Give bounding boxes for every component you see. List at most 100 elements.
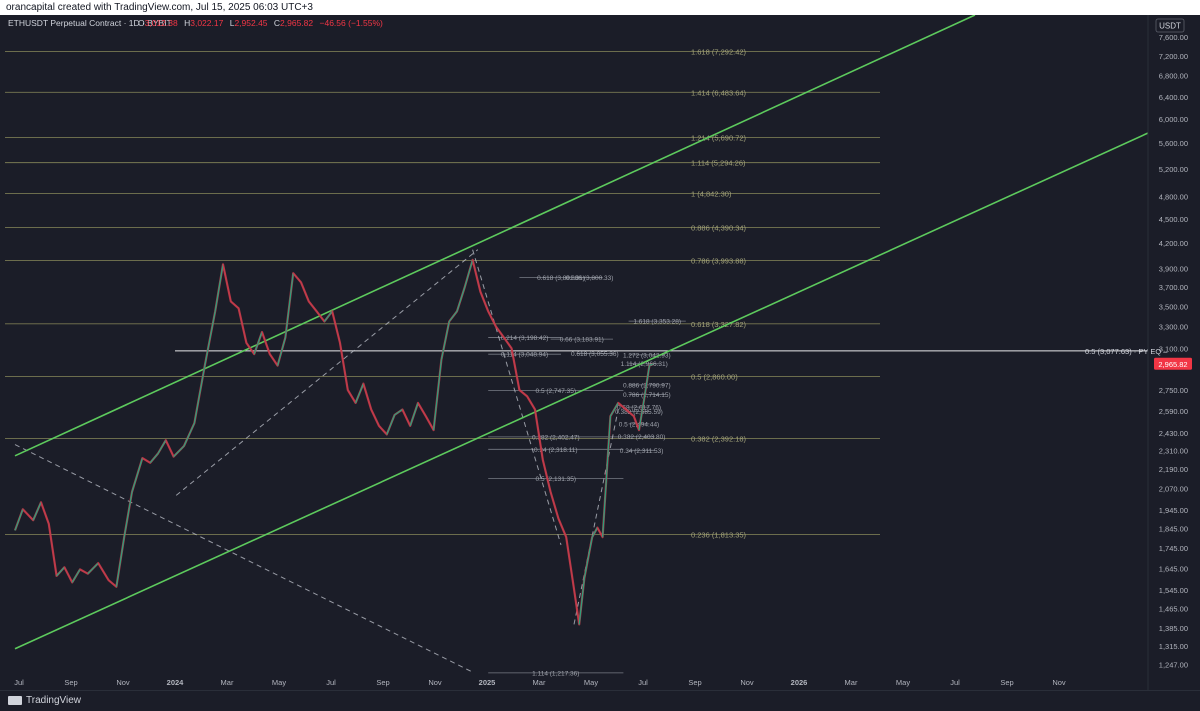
legend-open-label: O xyxy=(138,18,145,28)
price-segment-down xyxy=(534,409,544,460)
fib-level-label: 1.114 (5,294.26) xyxy=(691,159,746,168)
fib-level-label: 0.786 (3,993.88) xyxy=(691,256,747,265)
fib-inner-label: 1.114 (1,217.36) xyxy=(532,670,579,677)
price-tick-label: 6,400.00 xyxy=(1159,93,1188,102)
price-segment-up xyxy=(456,286,466,312)
price-segment-up xyxy=(448,310,458,322)
price-axis[interactable]: 7,600.00 7,200.00 6,800.00 6,400.00 6,000.00… xyxy=(1159,33,1188,669)
time-axis[interactable]: Jul Sep Nov 2024 Mar May Jul Sep Nov 2025 Mar May Ju… xyxy=(14,678,1066,687)
time-tick-label: Jul xyxy=(950,678,960,687)
price-segment-up xyxy=(253,331,263,355)
price-tick-label: 5,600.00 xyxy=(1159,139,1188,148)
fib-inner-label: 0.34 (2,318.11) xyxy=(534,447,578,454)
fib-inner-label: 0.5 (2,131.35) xyxy=(536,476,576,483)
time-tick-label: Jul xyxy=(326,678,336,687)
price-segment-up xyxy=(204,311,216,366)
fib-inner-label: 0.382 (2,585.59) xyxy=(615,409,663,416)
dashed-trend-line xyxy=(472,249,562,546)
price-segment-down xyxy=(518,389,528,397)
price-segment-down xyxy=(425,415,435,431)
fib-level-label: 0.5 (2,860.00) xyxy=(691,372,738,381)
price-segment-up xyxy=(609,402,619,417)
price-tick-label: 1,945.00 xyxy=(1159,506,1188,515)
price-segment-down xyxy=(617,402,627,410)
price-segment-down xyxy=(633,415,640,431)
fib-level-label: 0.618 (3,327.82) xyxy=(691,320,747,329)
price-segment-up xyxy=(643,365,651,400)
fib-level-label: 1.414 (6,483.64) xyxy=(691,88,747,97)
price-segment-down xyxy=(401,409,411,427)
channel-line xyxy=(14,14,976,457)
price-segment-down xyxy=(565,537,575,590)
attribution-text: orancapital created with TradingView.com… xyxy=(6,2,313,13)
price-tick-label: 2,070.00 xyxy=(1159,485,1188,494)
price-segment-down xyxy=(362,383,372,410)
legend-ohlc: O3,012.38 H3,022.17 L2,952.45 C2,965.82 … xyxy=(138,18,383,28)
price-segment-up xyxy=(386,414,396,435)
price-segment-down xyxy=(300,282,310,302)
dashed-trend-line xyxy=(175,249,479,496)
price-tick-label: 2,310.00 xyxy=(1159,447,1188,456)
price-segment-down xyxy=(625,408,635,417)
time-tick-label: Nov xyxy=(740,678,754,687)
price-tick-label: 3,700.00 xyxy=(1159,283,1188,292)
price-segment-up xyxy=(71,569,81,583)
price-tick-label: 2,430.00 xyxy=(1159,429,1188,438)
fib-inner-label: 0.66 (3,183.91) xyxy=(560,337,604,344)
price-tick-label: 5,200.00 xyxy=(1159,165,1188,174)
fib-inner-label: 0.786 (2,714.15) xyxy=(623,392,671,399)
price-segment-up xyxy=(173,445,185,458)
time-tick-label: Sep xyxy=(688,678,701,687)
fib-level-label: 0.886 (4,390.34) xyxy=(691,224,747,233)
price-segment-up xyxy=(649,363,654,367)
legend-high-label: H xyxy=(184,18,190,28)
price-segment-up xyxy=(432,359,443,431)
fib-inner-label: 0.114 (3,048.94) xyxy=(501,352,548,359)
price-segment-up xyxy=(591,527,598,538)
chart-area[interactable]: 1.618 (7,292.42) 1.414 (6,483.64) 1.214 (5… xyxy=(0,14,1200,690)
price-segment-down xyxy=(471,259,482,292)
price-tick-label: 2,590.00 xyxy=(1159,407,1188,416)
price-segment-up xyxy=(440,321,450,360)
price-segment-up xyxy=(193,365,206,424)
price-segment-down xyxy=(292,272,302,283)
fib-inner-label: 1.114 (2,966.31) xyxy=(621,361,668,368)
legend-low: 2,952.45 xyxy=(234,18,267,28)
price-segment-up xyxy=(464,259,474,288)
pyeq-label: 0.5 (3,077.63) · PY EQ – xyxy=(1085,347,1168,356)
price-chart[interactable]: 1.618 (7,292.42) 1.414 (6,483.64) 1.214 (5… xyxy=(0,14,1200,690)
time-tick-label: May xyxy=(584,678,598,687)
price-tick-label: 7,200.00 xyxy=(1159,52,1188,61)
price-segment-down xyxy=(331,311,341,344)
price-segment-up xyxy=(131,457,144,493)
price-segment-up xyxy=(394,408,403,416)
legend-low-label: L xyxy=(230,18,235,28)
legend-change: −46.56 (−1.55%) xyxy=(320,18,383,28)
price-tick-label: 1,845.00 xyxy=(1159,525,1188,534)
time-tick-label: Nov xyxy=(1052,678,1066,687)
price-tick-label: 4,800.00 xyxy=(1159,193,1188,202)
price-segment-down xyxy=(40,502,50,525)
time-tick-label: 2025 xyxy=(479,678,496,687)
price-tick-label: 4,200.00 xyxy=(1159,239,1188,248)
fib-inner-label: 0.68 (2,617.76) xyxy=(617,405,661,412)
price-segment-down xyxy=(526,396,536,410)
price-tick-label: 4,500.00 xyxy=(1159,215,1188,224)
time-tick-label: Mar xyxy=(845,678,858,687)
price-segment-down xyxy=(230,300,240,309)
price-segment-down xyxy=(48,523,58,576)
time-tick-label: Mar xyxy=(533,678,546,687)
channel-line xyxy=(14,132,1149,650)
price-tick-label: 1,247.00 xyxy=(1159,661,1188,670)
price-segment-down xyxy=(549,491,560,519)
price-tick-label: 2,190.00 xyxy=(1159,465,1188,474)
attribution-bar: orancapital created with TradingView.com… xyxy=(0,0,1200,15)
currency-badge[interactable]: USDT xyxy=(1155,18,1185,33)
price-segment-up xyxy=(32,502,42,521)
price-segment-down xyxy=(596,527,604,538)
price-segment-down xyxy=(370,409,380,427)
tradingview-logo[interactable]: TradingView xyxy=(8,695,81,706)
last-price-badge xyxy=(1154,357,1192,370)
price-tick-label: 6,800.00 xyxy=(1159,72,1188,81)
price-tick-label: 1,645.00 xyxy=(1159,564,1188,573)
